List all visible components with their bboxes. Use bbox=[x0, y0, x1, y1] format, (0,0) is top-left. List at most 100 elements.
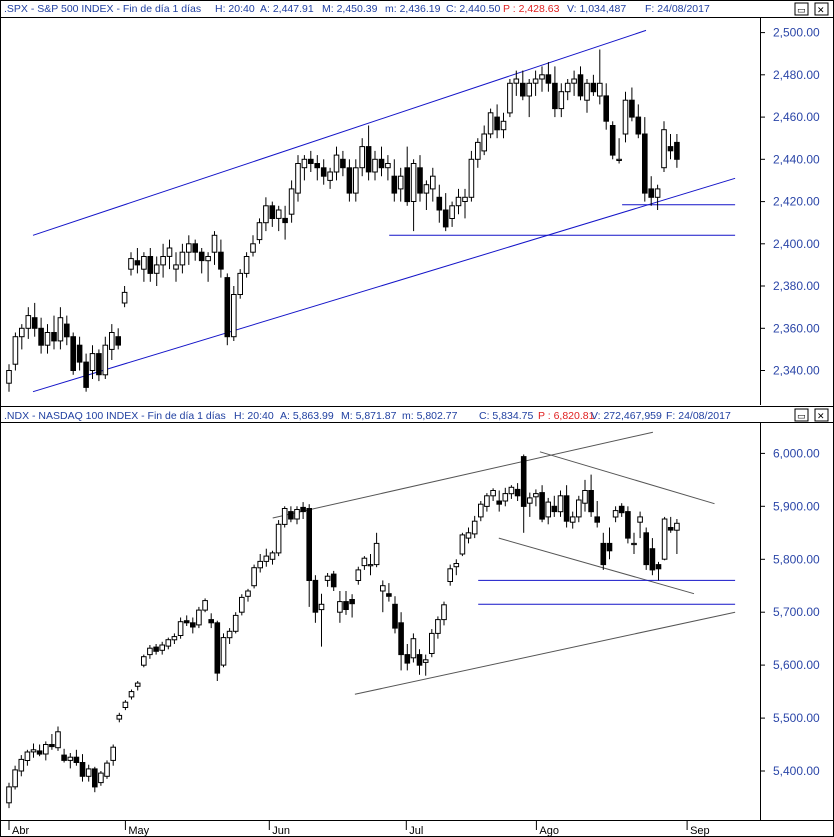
spx-candle bbox=[256, 218, 263, 244]
ndx-header-symbol: .NDX - NASDAQ 100 INDEX - Fin de día 1 d… bbox=[4, 410, 226, 422]
spx-candle bbox=[436, 184, 443, 223]
ndx-candle-body bbox=[294, 509, 300, 520]
spx-header-symbol: .SPX - S&P 500 INDEX - Fin de día 1 días bbox=[4, 3, 201, 15]
spx-candle-body bbox=[577, 74, 584, 97]
ndx-trend-line bbox=[539, 451, 715, 505]
spx-candle bbox=[115, 328, 122, 350]
spx-candle bbox=[134, 248, 141, 274]
ndx-candle bbox=[496, 490, 502, 512]
spx-candle bbox=[481, 125, 487, 156]
ndx-candle-body bbox=[416, 654, 423, 666]
ndx-candle bbox=[141, 654, 147, 668]
ndx-candle-body bbox=[30, 749, 37, 753]
ndx-candle-body bbox=[527, 497, 533, 504]
ndx-candle-body bbox=[618, 505, 625, 514]
ndx-candle bbox=[459, 532, 466, 557]
ndx-candle-body bbox=[85, 768, 92, 777]
spx-window-buttons: ▭ ✕ bbox=[794, 2, 829, 16]
spx-minimize-button[interactable] bbox=[794, 2, 809, 16]
ndx-candle bbox=[435, 616, 441, 639]
ndx-candle-body bbox=[594, 516, 601, 523]
spx-header-close: C: 2,440.50 bbox=[446, 3, 500, 15]
ndx-candle bbox=[410, 633, 417, 663]
spx-candle-body bbox=[211, 234, 218, 253]
spx-candle bbox=[442, 193, 449, 232]
ndx-candle-body bbox=[674, 522, 680, 531]
ndx-candle bbox=[6, 782, 12, 809]
ndx-candle bbox=[269, 550, 276, 565]
spx-candle bbox=[609, 121, 616, 160]
spx-candle bbox=[372, 150, 378, 181]
spx-candle-body bbox=[359, 146, 365, 169]
spx-candle-body bbox=[552, 82, 558, 110]
ndx-candle bbox=[508, 485, 515, 499]
ndx-candle bbox=[484, 493, 490, 512]
ndx-header-date: F: 24/08/2017 bbox=[666, 410, 731, 422]
ndx-candle-body bbox=[226, 630, 233, 639]
ndx-candle-body bbox=[18, 758, 25, 772]
ndx-candle bbox=[202, 598, 208, 613]
ndx-candle bbox=[36, 744, 43, 757]
spx-header-time: H: 20:40 bbox=[215, 3, 255, 15]
ndx-candle-body bbox=[661, 518, 668, 560]
ndx-candle bbox=[263, 548, 270, 567]
ndx-candle bbox=[165, 637, 172, 650]
ndx-candle-body bbox=[625, 511, 631, 539]
ndx-candle-body bbox=[122, 701, 129, 709]
ndx-close-button[interactable] bbox=[814, 408, 829, 422]
ndx-candle-body bbox=[631, 542, 637, 546]
spx-candle bbox=[500, 112, 507, 139]
spx-candle bbox=[340, 150, 346, 177]
ndx-candle bbox=[110, 744, 117, 766]
spx-candle bbox=[141, 252, 147, 282]
ndx-candle bbox=[588, 474, 594, 517]
spx-candle bbox=[70, 332, 77, 375]
ndx-candle-body bbox=[355, 569, 362, 582]
ndx-candle-body bbox=[600, 542, 607, 566]
spx-candle-body bbox=[115, 336, 122, 346]
ndx-candle-body bbox=[251, 567, 257, 587]
spx-candle bbox=[507, 79, 513, 118]
spx-candle-body bbox=[218, 251, 224, 270]
spx-candle bbox=[205, 252, 211, 282]
ndx-ytick-label: 5,900.00 bbox=[773, 499, 820, 513]
ndx-candle-body bbox=[404, 654, 411, 664]
spx-candle bbox=[147, 248, 154, 282]
month-label: May bbox=[128, 825, 149, 837]
ndx-candle bbox=[153, 644, 159, 655]
ndx-candle bbox=[220, 633, 227, 668]
ndx-candle-body bbox=[128, 691, 135, 698]
ndx-candle-body bbox=[422, 659, 429, 663]
ndx-trend-line bbox=[498, 537, 695, 595]
ndx-candle bbox=[674, 519, 680, 554]
ndx-candle-body bbox=[190, 622, 196, 628]
spx-candle bbox=[462, 188, 468, 219]
spx-candle bbox=[6, 364, 12, 392]
spx-candle bbox=[166, 239, 173, 270]
ndx-candle bbox=[502, 487, 509, 507]
ndx-candle-body bbox=[263, 555, 270, 562]
spx-candle-body bbox=[481, 133, 487, 152]
spx-candle-body bbox=[295, 163, 301, 194]
spx-candle-body bbox=[609, 125, 616, 156]
ndx-candle-body bbox=[110, 746, 117, 761]
spx-candle bbox=[552, 66, 558, 118]
spx-candle bbox=[198, 248, 205, 274]
ndx-trend-line bbox=[272, 431, 654, 519]
spx-candle bbox=[558, 83, 565, 118]
ndx-candle bbox=[343, 591, 349, 615]
spx-candle-body bbox=[597, 82, 603, 97]
ndx-minimize-button[interactable] bbox=[794, 408, 809, 422]
ndx-candle-body bbox=[343, 601, 349, 610]
spx-close-button[interactable] bbox=[814, 2, 829, 16]
spx-candle-body bbox=[558, 91, 565, 110]
spx-candle bbox=[468, 150, 475, 202]
ndx-candle bbox=[655, 561, 662, 581]
ndx-header: .NDX - NASDAQ 100 INDEX - Fin de día 1 d… bbox=[4, 410, 731, 422]
ndx-candle bbox=[12, 765, 18, 790]
ndx-candle-body bbox=[441, 604, 447, 621]
spx-header: .SPX - S&P 500 INDEX - Fin de día 1 días… bbox=[4, 3, 710, 15]
ndx-candle-body bbox=[392, 603, 398, 629]
spx-candle-body bbox=[198, 251, 205, 262]
ndx-candle bbox=[539, 485, 545, 523]
